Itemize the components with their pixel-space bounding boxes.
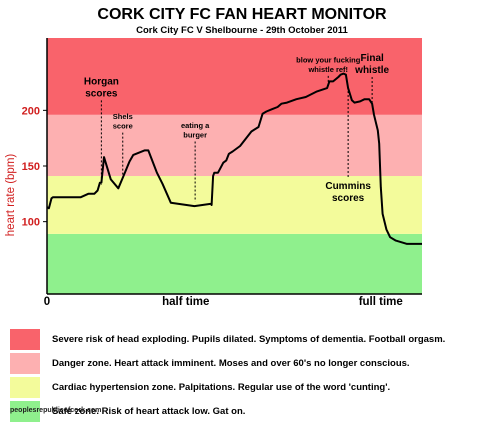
y-axis-label: heart rate (bpm) [5,154,17,237]
zone-band-2 [47,114,422,177]
legend-item-danger: Danger zone. Heart attack imminent. Mose… [10,352,480,375]
annotation-label: Final whistle [354,53,389,76]
y-tick-label: 100 [22,217,40,229]
annotation-label: Horgan scores [84,76,119,99]
legend-text: Danger zone. Heart attack imminent. Mose… [52,358,410,369]
legend-swatch [10,401,40,422]
x-tick-label: full time [359,296,403,308]
zone-band-0 [47,233,422,294]
legend-text: Safe zone. Risk of heart attack low. Gat… [52,406,246,417]
chart-subtitle: Cork City FC V Shelbourne - 29th October… [136,25,348,36]
legend-swatch [10,329,40,350]
x-ticks: 0 half time full time [44,296,403,308]
legend-text: Cardiac hypertension zone. Palpitations.… [52,382,391,393]
annotation-label: eating a burger [181,121,210,140]
y-tick-label: 150 [22,161,40,173]
legend-item-hypertension: Cardiac hypertension zone. Palpitations.… [10,376,480,399]
zone-legend: Severe risk of head exploding. Pupils di… [10,328,480,424]
legend-item-safe: Safe zone. Risk of heart attack low. Gat… [10,400,480,423]
annotation-label: blow your fucking whistle ref! [296,55,361,73]
legend-swatch [10,377,40,398]
y-ticks: 100 150 200 [22,105,47,229]
legend-item-severe: Severe risk of head exploding. Pupils di… [10,328,480,351]
x-tick-label: half time [162,296,209,308]
y-tick-label: 200 [22,105,40,117]
zone-bands [47,38,422,294]
annotations: Horgan scores Shels score eating a burger blow… [84,53,390,204]
annotation-label: Cummins scores [325,181,371,204]
footer-credit: peoplesrepublicofcork.com [10,407,102,414]
zone-band-1 [47,176,422,234]
chart-title: CORK CITY FC FAN HEART MONITOR [97,6,387,23]
x-tick-label: 0 [44,296,50,308]
annotation-label: Shels score [113,112,133,131]
legend-swatch [10,353,40,374]
legend-text: Severe risk of head exploding. Pupils di… [52,334,446,345]
heart-rate-line [46,72,422,245]
